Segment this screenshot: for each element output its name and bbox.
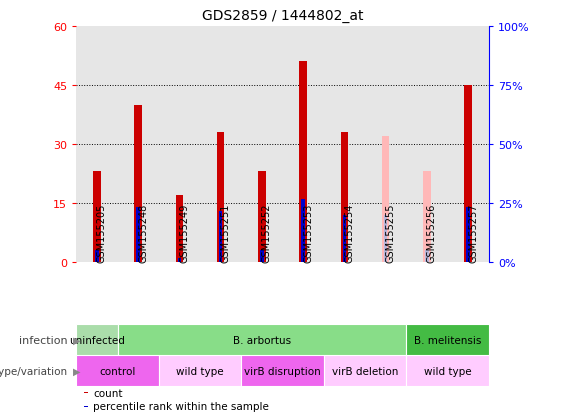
- Text: GSM155248: GSM155248: [138, 203, 148, 262]
- Text: GSM155251: GSM155251: [220, 203, 231, 262]
- Bar: [76, 355, 159, 386]
- Text: GSM155253: GSM155253: [303, 203, 313, 262]
- Bar: [118, 324, 406, 355]
- Text: control: control: [99, 366, 136, 376]
- Text: B. arbortus: B. arbortus: [233, 335, 291, 345]
- Bar: [136, 207, 140, 262]
- Bar: [217, 133, 224, 262]
- Bar: [84, 406, 88, 407]
- Bar: [301, 199, 305, 262]
- Bar: [425, 250, 429, 262]
- Bar: [324, 27, 365, 262]
- Text: GSM155249: GSM155249: [180, 203, 189, 262]
- Bar: [382, 137, 389, 262]
- Bar: [76, 324, 118, 355]
- Bar: [258, 172, 266, 262]
- Bar: [406, 355, 489, 386]
- Bar: [406, 27, 447, 262]
- Text: genotype/variation: genotype/variation: [0, 366, 68, 376]
- Bar: [466, 207, 470, 262]
- Bar: [342, 215, 346, 262]
- Text: wild type: wild type: [424, 366, 471, 376]
- Text: GSM155254: GSM155254: [345, 203, 354, 262]
- Bar: [423, 172, 431, 262]
- Text: GSM155256: GSM155256: [427, 203, 437, 262]
- Text: infection: infection: [19, 335, 68, 345]
- Title: GDS2859 / 1444802_at: GDS2859 / 1444802_at: [202, 9, 363, 23]
- Bar: [406, 324, 489, 355]
- Text: virB disruption: virB disruption: [244, 366, 321, 376]
- Bar: [447, 27, 489, 262]
- Text: GSM155255: GSM155255: [386, 203, 396, 262]
- Text: count: count: [93, 388, 123, 398]
- Bar: [95, 250, 99, 262]
- Bar: [384, 215, 388, 262]
- Bar: [118, 27, 159, 262]
- Bar: [260, 250, 264, 262]
- Text: GSM155257: GSM155257: [468, 203, 478, 262]
- Bar: [177, 259, 181, 262]
- Text: uninfected: uninfected: [69, 335, 125, 345]
- Text: wild type: wild type: [176, 366, 224, 376]
- Text: percentile rank within the sample: percentile rank within the sample: [93, 401, 269, 411]
- Bar: [84, 392, 88, 393]
- Bar: [176, 196, 183, 262]
- Bar: [464, 86, 472, 262]
- Bar: [324, 355, 406, 386]
- Bar: [282, 27, 324, 262]
- Text: B. melitensis: B. melitensis: [414, 335, 481, 345]
- Bar: [299, 62, 307, 262]
- Bar: [241, 27, 282, 262]
- Bar: [219, 211, 223, 262]
- Text: ▶: ▶: [73, 335, 81, 345]
- Bar: [76, 27, 118, 262]
- Text: GSM155252: GSM155252: [262, 203, 272, 262]
- Bar: [159, 355, 241, 386]
- Bar: [200, 27, 241, 262]
- Bar: [159, 27, 200, 262]
- Bar: [134, 105, 142, 262]
- Text: virB deletion: virB deletion: [332, 366, 398, 376]
- Bar: [365, 27, 406, 262]
- Text: GSM155205: GSM155205: [97, 203, 107, 262]
- Bar: [341, 133, 348, 262]
- Bar: [241, 355, 324, 386]
- Text: ▶: ▶: [73, 366, 81, 376]
- Bar: [93, 172, 101, 262]
